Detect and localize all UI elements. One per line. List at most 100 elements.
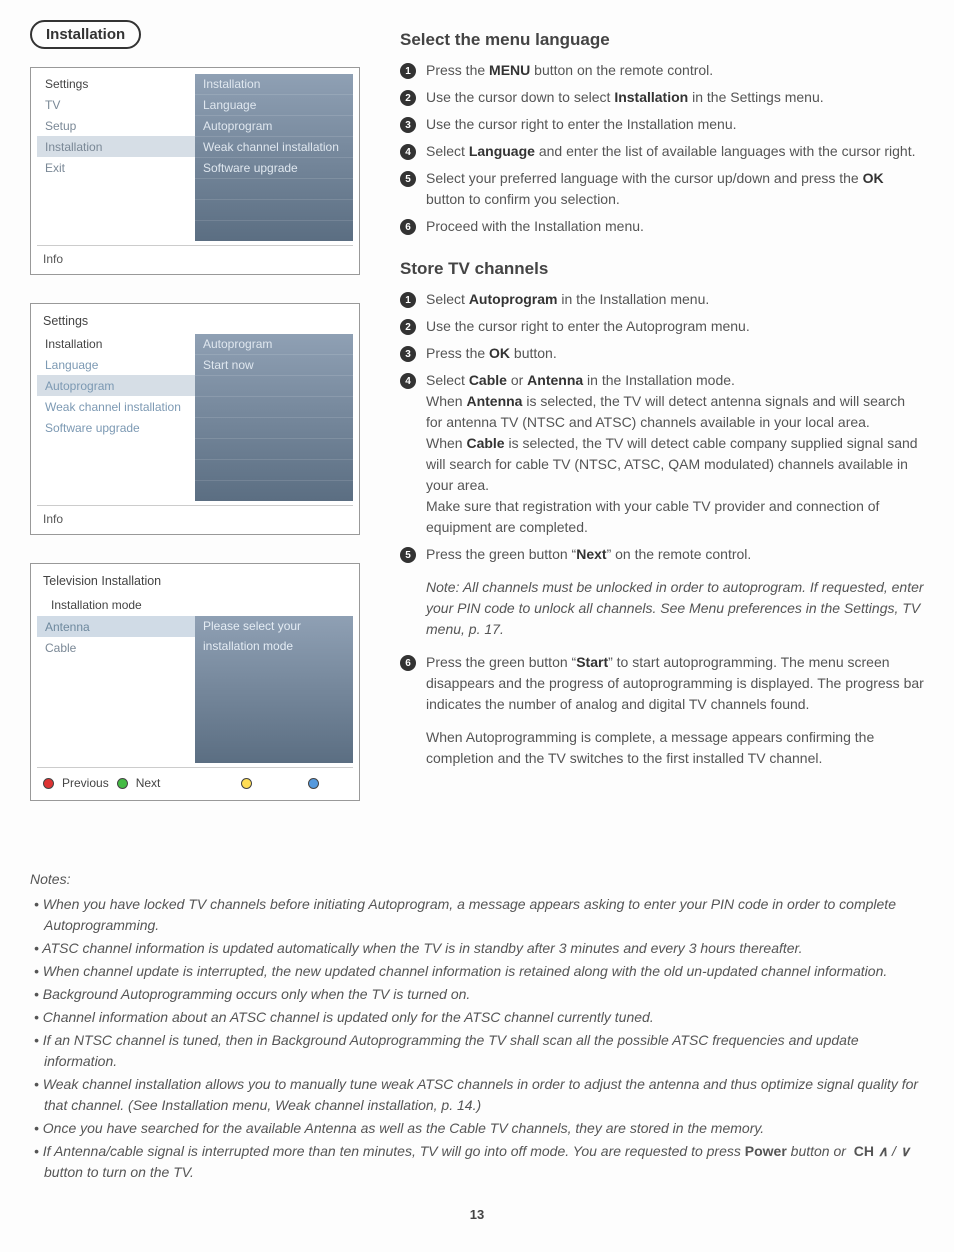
- step-item: 5 Press the green button “Next” on the re…: [400, 544, 924, 565]
- step-item: 3Use the cursor right to enter the Insta…: [400, 114, 924, 135]
- notes-title: Notes:: [30, 869, 924, 890]
- step-item: 2 Use the cursor down to select Installat…: [400, 87, 924, 108]
- menu2-right: Autoprogram Start now: [195, 334, 353, 501]
- note-item: When you have locked TV channels before …: [34, 894, 924, 936]
- step-item: 6 Proceed with the Installation menu.: [400, 216, 924, 237]
- menu-item-empty: [37, 459, 195, 480]
- step-number-badge: 6: [400, 655, 416, 671]
- page-number: 13: [30, 1207, 924, 1222]
- heading-select-language: Select the menu language: [400, 30, 924, 50]
- menu2-right-header: Autoprogram: [195, 334, 353, 354]
- menu-item-empty: [195, 396, 353, 417]
- step-body: Select Cable or Antenna in the Installat…: [426, 370, 924, 538]
- step-number-badge: 4: [400, 144, 416, 160]
- note-item: Once you have searched for the available…: [34, 1118, 924, 1139]
- step-body: Use the cursor down to select Installati…: [426, 87, 924, 108]
- menu-television-installation: Television Installation Installation mod…: [30, 563, 360, 801]
- menu-item-empty: [37, 679, 195, 700]
- step-item: 5Select your preferred language with the…: [400, 168, 924, 210]
- menu-item-empty: [37, 658, 195, 679]
- step-item: 4 Select Language and enter the list of a…: [400, 141, 924, 162]
- heading-store-channels: Store TV channels: [400, 259, 924, 279]
- step-number-badge: 6: [400, 219, 416, 235]
- menu-settings-autoprogram: Settings Installation LanguageAutoprogra…: [30, 303, 360, 535]
- menu-item: Cable: [37, 637, 195, 658]
- step-body: Press the MENU button on the remote cont…: [426, 60, 924, 81]
- menu-item-empty: [37, 199, 195, 220]
- blue-dot-icon: [308, 778, 319, 789]
- menu1-left-header: Settings: [37, 74, 195, 94]
- menu-item: Software upgrade: [37, 417, 195, 438]
- menu-item: Weak channel installation: [195, 136, 353, 157]
- step-body: Press the OK button.: [426, 343, 924, 364]
- step-item: 1 Select Autoprogram in the Installation …: [400, 289, 924, 310]
- menu3-left: AntennaCable: [37, 616, 195, 763]
- menu2-left-items: LanguageAutoprogramWeak channel installa…: [37, 354, 195, 501]
- note-item: When channel update is interrupted, the …: [34, 961, 924, 982]
- note-item: Channel information about an ATSC channe…: [34, 1007, 924, 1028]
- menu-item-empty: [195, 220, 353, 241]
- menu-item-empty: [37, 700, 195, 721]
- step-item: 4 Select Cable or Antenna in the Installa…: [400, 370, 924, 538]
- menu3-left-items: AntennaCable: [37, 616, 195, 763]
- menu1-right: Installation LanguageAutoprogramWeak cha…: [195, 74, 353, 241]
- menu2-footer: Info: [37, 505, 353, 528]
- menu-item-empty: [195, 459, 353, 480]
- menu-item: TV: [37, 94, 195, 115]
- section2-para-after-6: When Autoprogramming is complete, a mess…: [426, 727, 924, 769]
- menu2-left-header: Installation: [37, 334, 195, 354]
- step-body: Press the green button “Start” to start …: [426, 652, 924, 715]
- note-item: If an NTSC channel is tuned, then in Bac…: [34, 1030, 924, 1072]
- menu-item-empty: [37, 721, 195, 742]
- menu-item-empty: [37, 178, 195, 199]
- note-item: ATSC channel information is updated auto…: [34, 938, 924, 959]
- menu1-footer: Info: [37, 245, 353, 268]
- menu-item-empty: [37, 480, 195, 501]
- section2-step6: 6 Press the green button “Start” to start…: [400, 652, 924, 715]
- menu-item: Installation: [37, 136, 195, 157]
- menu3-msg1: Please select your: [195, 616, 353, 636]
- step-number-badge: 2: [400, 90, 416, 106]
- note-item: Weak channel installation allows you to …: [34, 1074, 924, 1116]
- notes-section: Notes: When you have locked TV channels …: [30, 869, 924, 1183]
- step-body: Select Autoprogram in the Installation m…: [426, 289, 924, 310]
- menu-item-empty: [37, 438, 195, 459]
- step-number-badge: 4: [400, 373, 416, 389]
- green-dot-icon: [117, 778, 128, 789]
- step-number-badge: 1: [400, 292, 416, 308]
- menu-item: Start now: [195, 354, 353, 375]
- step-item: 6 Press the green button “Start” to start…: [400, 652, 924, 715]
- yellow-dot-icon: [241, 778, 252, 789]
- menu-item: Language: [37, 354, 195, 375]
- menu3-button-row: Previous Next: [37, 767, 353, 794]
- menu-item-empty: [195, 199, 353, 220]
- step-body: Proceed with the Installation menu.: [426, 216, 924, 237]
- step-number-badge: 3: [400, 346, 416, 362]
- menu3-title: Television Installation: [37, 570, 353, 594]
- menu1-left: Settings TVSetupInstallationExit: [37, 74, 195, 241]
- note-item: If Antenna/cable signal is interrupted m…: [34, 1141, 924, 1183]
- menu-item-empty: [195, 178, 353, 199]
- step-number-badge: 2: [400, 319, 416, 335]
- step-number-badge: 5: [400, 547, 416, 563]
- section2-steps: 1 Select Autoprogram in the Installation …: [400, 289, 924, 565]
- menu-item-empty: [195, 417, 353, 438]
- previous-label: Previous: [62, 776, 109, 790]
- menu-item: Software upgrade: [195, 157, 353, 178]
- step-item: 3 Press the OK button.: [400, 343, 924, 364]
- menu2-left: Installation LanguageAutoprogramWeak cha…: [37, 334, 195, 501]
- note-item: Background Autoprogramming occurs only w…: [34, 984, 924, 1005]
- step-body: Select Language and enter the list of av…: [426, 141, 924, 162]
- section2-note-after-5: Note: All channels must be unlocked in o…: [426, 577, 924, 640]
- menu-item-empty: [37, 742, 195, 763]
- menu-settings-installation: Settings TVSetupInstallationExit Install…: [30, 67, 360, 275]
- step-number-badge: 5: [400, 171, 416, 187]
- menu3-subhead: Installation mode: [37, 594, 353, 616]
- step-number-badge: 1: [400, 63, 416, 79]
- step-body: Use the cursor right to enter the Instal…: [426, 114, 924, 135]
- step-body: Press the green button “Next” on the rem…: [426, 544, 924, 565]
- menu-item-empty: [195, 480, 353, 501]
- section-tag: Installation: [30, 20, 141, 49]
- step-body: Use the cursor right to enter the Autopr…: [426, 316, 924, 337]
- menu-item: Setup: [37, 115, 195, 136]
